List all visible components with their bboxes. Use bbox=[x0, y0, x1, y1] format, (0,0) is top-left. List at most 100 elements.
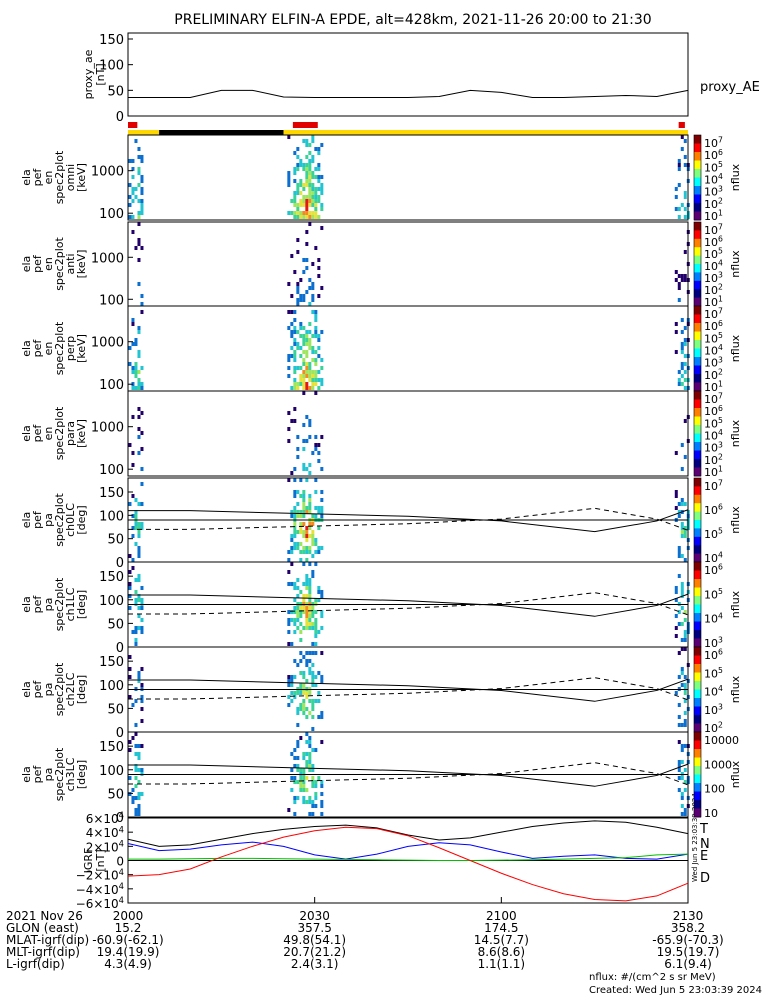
spectrogram-pixel bbox=[320, 510, 324, 514]
spectrogram-pixel bbox=[680, 760, 684, 764]
colorbar-label: nflux bbox=[729, 506, 742, 534]
spectrogram-pixel bbox=[293, 530, 297, 534]
spectrogram-pixel bbox=[296, 211, 300, 215]
spectrogram-pixel bbox=[131, 796, 135, 800]
spectrogram-pixel bbox=[308, 760, 312, 764]
spectrogram-pixel bbox=[308, 796, 312, 800]
ela-pef-en-para-spectrogram bbox=[128, 391, 690, 475]
spectrogram-pixel bbox=[290, 699, 294, 703]
colorbar-cell bbox=[694, 593, 701, 597]
colorbar-tick-label: 102 bbox=[704, 283, 723, 297]
ela-pef-en-perp-spectrogram bbox=[128, 310, 690, 390]
spectrogram-pixel bbox=[680, 135, 684, 139]
ytick-label: 6×104 bbox=[86, 810, 124, 826]
colorbar-cell bbox=[694, 566, 701, 569]
colorbar-cell bbox=[694, 806, 701, 809]
colorbar-cell bbox=[694, 814, 701, 818]
colorbar-cell bbox=[694, 293, 701, 296]
colorbar-cell bbox=[694, 749, 701, 752]
spectrogram-pixel bbox=[287, 570, 291, 574]
spectrogram-pixel bbox=[302, 467, 306, 471]
spectrogram-pixel bbox=[320, 590, 324, 594]
colorbar-tick-label: 103 bbox=[704, 636, 723, 650]
spectrogram-pixel bbox=[290, 322, 294, 326]
spectrogram-pixel bbox=[308, 419, 312, 423]
spectrogram-pixel bbox=[311, 451, 315, 455]
spectrogram-pixel bbox=[293, 622, 297, 626]
spectrogram-pixel bbox=[140, 191, 144, 195]
colorbar-cell bbox=[694, 149, 701, 153]
colorbar-cell bbox=[694, 344, 701, 347]
spectrogram-pixel bbox=[299, 334, 303, 338]
spectrogram-pixel bbox=[683, 647, 687, 651]
spectrogram-pixel bbox=[290, 346, 294, 350]
spectrogram-pixel bbox=[140, 386, 144, 390]
spectrogram-pixel bbox=[299, 199, 303, 203]
ephemeris-value: 4.3(4.9) bbox=[104, 957, 152, 971]
spectrogram-pixel bbox=[293, 366, 297, 370]
colorbar-cell bbox=[694, 543, 701, 546]
spectrogram-pixel bbox=[305, 242, 309, 246]
spectrogram-pixel bbox=[302, 800, 306, 804]
spectrogram-pixel bbox=[287, 618, 291, 622]
colorbar-cell bbox=[694, 683, 701, 686]
colorbar-cell bbox=[694, 689, 701, 693]
spectrogram-pixel bbox=[299, 159, 303, 163]
spectrogram-pixel bbox=[680, 278, 684, 282]
spectrogram-pixel bbox=[128, 655, 132, 659]
spectrogram-pixel bbox=[308, 618, 312, 622]
spectrogram-pixel bbox=[137, 167, 141, 171]
spectrogram-pixel bbox=[140, 618, 144, 622]
spectrogram-pixel bbox=[299, 278, 303, 282]
spectrogram-pixel bbox=[302, 780, 306, 784]
spectrogram-pixel bbox=[314, 538, 318, 542]
spectrogram-pixel bbox=[302, 139, 306, 143]
colorbar-cell bbox=[694, 685, 701, 688]
spectrogram-pixel bbox=[299, 510, 303, 514]
spectrogram-pixel bbox=[311, 175, 315, 179]
colorbar-cell bbox=[694, 727, 701, 731]
spectrogram-pixel bbox=[299, 691, 303, 695]
colorbar-cell bbox=[694, 431, 701, 434]
spectrogram-pixel bbox=[293, 586, 297, 590]
spectrogram-pixel bbox=[674, 322, 678, 326]
spectrogram-pixel bbox=[308, 378, 312, 382]
spectrogram-pixel bbox=[302, 562, 306, 566]
spectrogram-pixel bbox=[311, 800, 315, 804]
colorbar-tick-label: 102 bbox=[704, 452, 723, 466]
colorbar-cell bbox=[694, 410, 701, 413]
spectrogram-pixel bbox=[296, 594, 300, 598]
colorbar-cell bbox=[694, 653, 701, 656]
spectrogram-pixel bbox=[296, 740, 300, 744]
spectrogram-pixel bbox=[134, 723, 138, 727]
spectrogram-pixel bbox=[140, 707, 144, 711]
spectrogram-pixel bbox=[137, 768, 141, 772]
ephemeris-value: 174.5 bbox=[484, 921, 518, 935]
spectrogram-pixel bbox=[137, 554, 141, 558]
ylabel-line: [deg] bbox=[75, 675, 88, 704]
spectrogram-pixel bbox=[302, 699, 306, 703]
colorbar-cell bbox=[694, 490, 701, 494]
spectrogram-pixel bbox=[293, 630, 297, 634]
colorbar-cell bbox=[694, 369, 701, 373]
spectrogram-pixel bbox=[680, 443, 684, 447]
anti-loss-cone-line bbox=[128, 592, 689, 616]
spectrogram-pixel bbox=[311, 155, 315, 159]
colorbar-cell bbox=[694, 207, 701, 210]
spectrogram-pixel bbox=[320, 330, 324, 334]
colorbar-cell bbox=[694, 596, 701, 599]
spectrogram-pixel bbox=[683, 526, 687, 530]
colorbar-cell bbox=[694, 753, 701, 756]
spectrogram-pixel bbox=[314, 447, 318, 451]
spectrogram-pixel bbox=[308, 550, 312, 554]
spectrogram-pixel bbox=[302, 768, 306, 772]
spectrogram-pixel bbox=[140, 768, 144, 772]
colorbar-cell bbox=[694, 337, 701, 341]
spectrogram-pixel bbox=[293, 796, 297, 800]
spectrogram-pixel bbox=[299, 163, 303, 167]
colorbar-tick-label: 107 bbox=[704, 392, 723, 406]
colorbar-cell bbox=[694, 160, 701, 164]
spectrogram-pixel bbox=[683, 354, 687, 358]
spectrogram-pixel bbox=[293, 326, 297, 330]
spectrogram-pixel bbox=[134, 630, 138, 634]
